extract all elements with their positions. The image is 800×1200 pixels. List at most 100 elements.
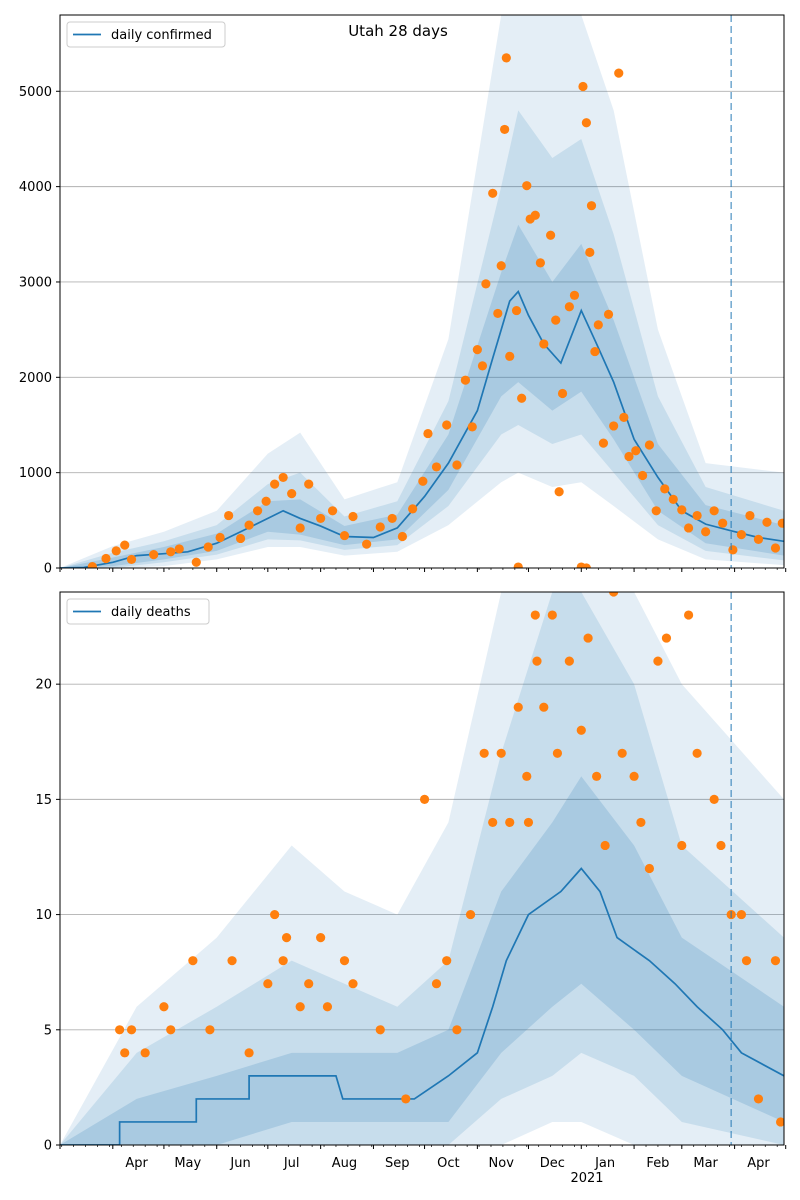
data-point xyxy=(644,440,655,450)
data-point xyxy=(684,523,694,533)
data-point xyxy=(603,309,614,319)
data-point xyxy=(442,420,452,430)
data-point xyxy=(496,261,506,271)
data-point xyxy=(677,505,687,515)
data-point xyxy=(583,633,593,643)
x-tick-label: Mar xyxy=(693,1156,718,1171)
data-point xyxy=(401,1094,411,1104)
data-point xyxy=(295,523,305,533)
data-point xyxy=(375,1025,385,1035)
data-point xyxy=(244,1048,254,1058)
x-tick-label: May xyxy=(174,1156,201,1171)
data-point xyxy=(753,534,764,544)
data-point xyxy=(227,956,237,966)
data-point xyxy=(174,544,184,554)
x-tick-label: Nov xyxy=(489,1156,515,1171)
data-point xyxy=(481,279,491,289)
data-point xyxy=(539,339,549,349)
data-point xyxy=(362,539,372,549)
data-point xyxy=(522,771,532,781)
data-point xyxy=(569,290,580,300)
data-point xyxy=(609,592,619,597)
data-point xyxy=(547,610,557,620)
data-point xyxy=(745,510,755,521)
data-point xyxy=(111,546,121,556)
x-tick-year-label: 2021 xyxy=(570,1171,603,1186)
data-point xyxy=(617,748,627,758)
data-point xyxy=(532,656,542,666)
data-point xyxy=(442,956,452,966)
data-point xyxy=(598,438,609,448)
data-point xyxy=(270,479,280,489)
data-point xyxy=(224,510,234,521)
data-point xyxy=(505,817,515,828)
data-point xyxy=(304,979,314,989)
data-point xyxy=(709,794,719,804)
y-tick-label: 10 xyxy=(35,908,52,923)
y-tick-label: 5 xyxy=(44,1023,52,1038)
data-point xyxy=(660,484,670,494)
data-point xyxy=(551,315,561,325)
x-tick-label: Aug xyxy=(332,1156,357,1171)
data-point xyxy=(505,351,515,361)
data-point xyxy=(629,771,639,781)
data-point xyxy=(590,346,600,357)
x-tick-label: Feb xyxy=(646,1156,669,1171)
plot-area xyxy=(60,592,784,1145)
data-point xyxy=(530,210,540,220)
data-point xyxy=(126,1025,137,1035)
data-point xyxy=(619,412,629,422)
data-point xyxy=(423,428,433,439)
data-point xyxy=(762,517,772,527)
data-point xyxy=(479,748,489,758)
band-inner-band xyxy=(60,224,784,568)
x-tick-label: Oct xyxy=(437,1156,459,1171)
x-tick-label: Apr xyxy=(747,1156,770,1171)
data-point xyxy=(101,553,111,564)
data-point xyxy=(770,956,781,966)
data-point xyxy=(472,345,482,355)
data-point xyxy=(692,510,702,521)
data-point xyxy=(205,1025,215,1035)
data-point xyxy=(278,472,288,483)
y-tick-label: 0 xyxy=(44,1139,52,1154)
data-point xyxy=(523,817,534,828)
data-point xyxy=(261,496,271,506)
data-point xyxy=(191,557,201,567)
data-point xyxy=(753,1094,764,1104)
data-point xyxy=(631,446,641,456)
data-point xyxy=(270,909,280,920)
data-point xyxy=(728,545,738,555)
data-point xyxy=(539,702,549,712)
data-point xyxy=(530,610,540,620)
data-point xyxy=(452,460,462,470)
data-point xyxy=(244,520,254,530)
data-point xyxy=(295,1002,305,1012)
data-point xyxy=(581,118,591,128)
y-tick-label: 2000 xyxy=(19,371,52,386)
data-point xyxy=(488,817,498,828)
data-point xyxy=(500,124,510,135)
data-point xyxy=(701,527,711,537)
data-point xyxy=(736,530,747,540)
data-point xyxy=(644,863,655,874)
data-point xyxy=(661,633,672,643)
data-point xyxy=(593,320,603,330)
legend: daily confirmed xyxy=(66,21,226,48)
band-outer-band xyxy=(60,592,784,1145)
legend: daily deaths xyxy=(66,598,210,625)
y-tick-label: 20 xyxy=(35,678,52,693)
data-point xyxy=(281,933,292,943)
y-tick-label: 1000 xyxy=(19,466,52,481)
legend-label: daily deaths xyxy=(111,605,191,620)
data-point xyxy=(431,979,442,989)
data-point xyxy=(327,506,338,516)
series-line xyxy=(60,867,784,1145)
data-point xyxy=(339,956,350,966)
legend-box xyxy=(66,21,226,48)
data-point xyxy=(511,305,522,316)
data-point xyxy=(316,933,326,943)
data-point xyxy=(215,532,225,543)
data-point xyxy=(651,506,661,516)
data-point xyxy=(126,554,137,565)
